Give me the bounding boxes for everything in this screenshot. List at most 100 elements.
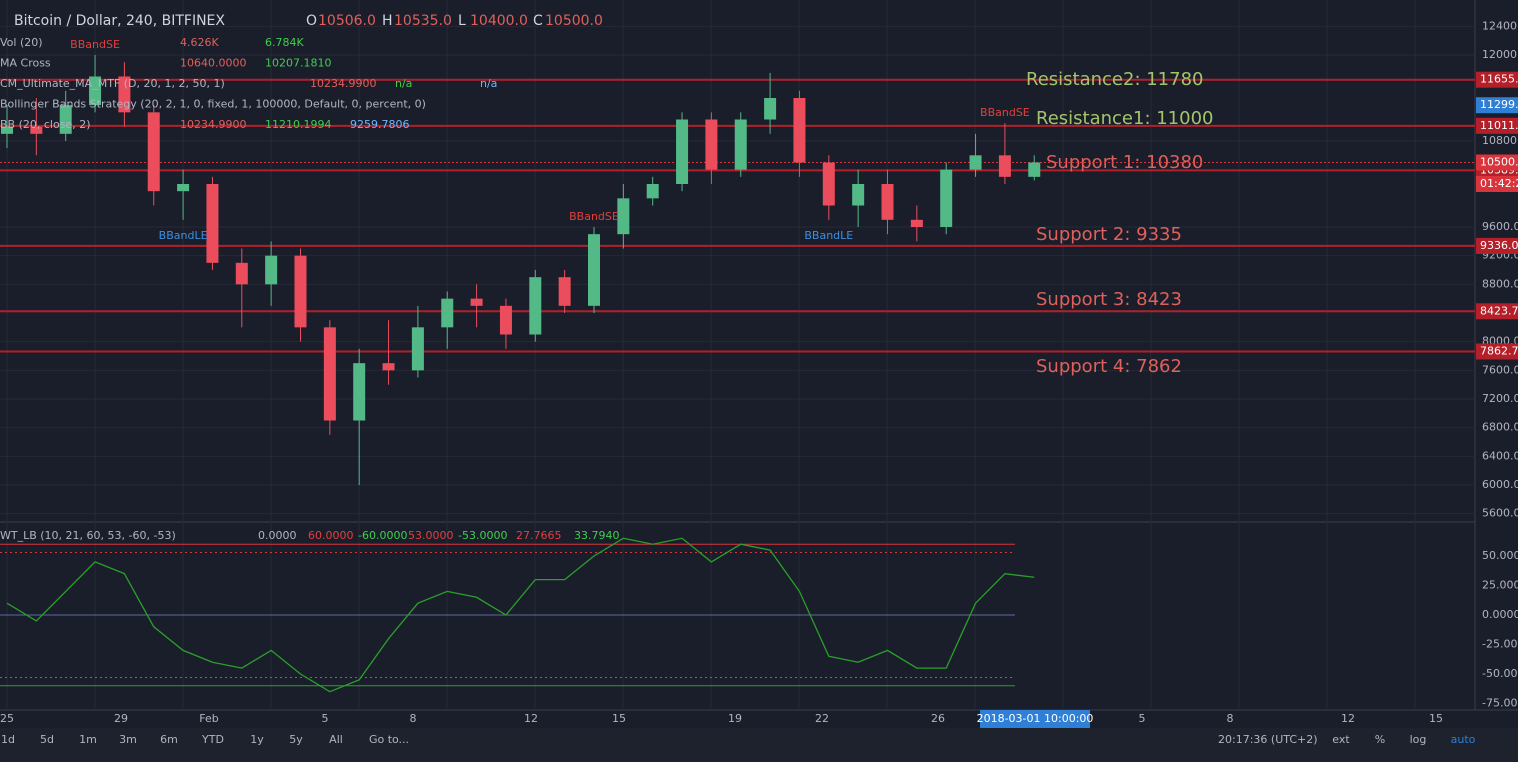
candle-body	[852, 184, 865, 206]
candle-body	[969, 155, 982, 170]
osc-readout: 0.0000	[258, 529, 297, 542]
price-tag	[1476, 303, 1518, 320]
indicator-name[interactable]: BB (20, close, 2)	[0, 118, 91, 131]
header-text: O	[306, 13, 317, 29]
price-tag	[1476, 237, 1518, 254]
price-tick-label: 6400.0	[1482, 449, 1518, 462]
candle-body	[617, 198, 630, 235]
time-label: 25	[0, 712, 14, 725]
candle-body	[940, 169, 953, 228]
indicator-name[interactable]: CM_Ultimate_MA_MTF (D, 20, 1, 2, 50, 1)	[0, 77, 225, 90]
osc-tick-label: -75.0000	[1482, 697, 1518, 710]
candle-body	[588, 234, 600, 306]
candle-body	[822, 162, 835, 206]
osc-tick-label: -25.0000	[1482, 638, 1518, 651]
bottom-toolbar	[0, 728, 1518, 762]
header-text: L	[458, 13, 466, 29]
option-button[interactable]: %	[1375, 733, 1385, 746]
header-text: Bitcoin / Dollar, 240, BITFINEX	[14, 13, 225, 29]
range-button[interactable]: 1m	[79, 733, 97, 746]
indicator-value: 6.784K	[265, 36, 304, 49]
candle-body	[1, 126, 13, 134]
price-tag-label: 11299.3	[1480, 98, 1518, 111]
range-button[interactable]: YTD	[201, 733, 224, 746]
range-button[interactable]: 5y	[289, 733, 303, 746]
price-tag-label: 8423.7	[1480, 304, 1518, 317]
indicator-value: 10234.9900	[310, 77, 376, 90]
option-button[interactable]: log	[1410, 733, 1427, 746]
price-tick-label: 9600.0	[1482, 220, 1518, 233]
candle-body	[529, 277, 542, 335]
osc-name[interactable]: WT_LB (10, 21, 60, 53, -60, -53)	[0, 529, 176, 542]
osc-readout: 60.0000	[308, 529, 354, 542]
header-text: C	[533, 13, 543, 29]
header-text: 10500.0	[545, 13, 603, 29]
time-label: 29	[114, 712, 128, 725]
time-label: 5	[322, 712, 329, 725]
level-note: Support 2: 9335	[1036, 224, 1182, 245]
range-button[interactable]: 1d	[1, 733, 15, 746]
time-label: 15	[612, 712, 626, 725]
candle-body	[235, 262, 248, 285]
candle-body	[470, 298, 483, 306]
signal-marker: BBandSE	[980, 106, 1030, 119]
price-tag	[1476, 343, 1518, 360]
option-button[interactable]: ext	[1332, 733, 1350, 746]
price-tag	[1476, 154, 1518, 171]
time-label: 8	[410, 712, 417, 725]
time-label: 22	[815, 712, 829, 725]
indicator-name[interactable]: Vol (20)	[0, 36, 43, 49]
osc-readout: -53.0000	[458, 529, 507, 542]
osc-tick-label: 0.0000	[1482, 608, 1518, 621]
indicator-name[interactable]: MA Cross	[0, 57, 51, 70]
range-button[interactable]: 6m	[160, 733, 178, 746]
option-button[interactable]: auto	[1451, 733, 1476, 746]
price-tag	[1476, 71, 1518, 88]
candle-body	[793, 98, 806, 163]
candle-body	[764, 98, 777, 120]
candle-body	[676, 119, 689, 185]
time-label: 15	[1429, 712, 1443, 725]
signal-marker: BBandSE	[569, 210, 619, 223]
osc-tick-label: 50.0000	[1482, 549, 1518, 562]
indicator-value: 10234.9900	[180, 118, 246, 131]
price-tick-label: 5600.0	[1482, 507, 1518, 520]
time-label: 12	[1341, 712, 1355, 725]
time-label: 12	[524, 712, 538, 725]
candle-body	[1028, 162, 1041, 177]
range-button[interactable]: 5d	[40, 733, 54, 746]
osc-readout: -60.0000	[358, 529, 407, 542]
indicator-name[interactable]: Bollinger Bands Strategy (20, 2, 1, 0, f…	[0, 98, 426, 111]
price-tick-label: 12400.0	[1482, 19, 1518, 32]
range-button[interactable]: Go to...	[369, 733, 409, 746]
header-text: 10506.0	[318, 13, 376, 29]
osc-readout: 33.7940	[574, 529, 620, 542]
price-tag-label: 9336.0	[1480, 239, 1518, 252]
candle-body	[705, 119, 718, 170]
price-tick-label: 6800.0	[1482, 421, 1518, 434]
time-label: 5	[1139, 712, 1146, 725]
indicator-value: 4.626K	[180, 36, 219, 49]
candle-body	[499, 305, 512, 335]
candle-body	[646, 184, 659, 199]
candle-body	[881, 184, 894, 220]
price-tick-label: 12000.0	[1482, 48, 1518, 61]
time-label: 19	[728, 712, 742, 725]
price-tag	[1476, 176, 1518, 193]
indicator-value: 10207.1810	[265, 57, 331, 70]
range-button[interactable]: 1y	[250, 733, 264, 746]
candle-body	[89, 76, 102, 106]
osc-tick-label: -50.0000	[1482, 667, 1518, 680]
candle-body	[147, 112, 160, 192]
osc-readout: 27.7665	[516, 529, 562, 542]
signal-marker: BBandLE	[159, 229, 208, 242]
price-tick-label: 8800.0	[1482, 277, 1518, 290]
range-button[interactable]: 3m	[119, 733, 137, 746]
indicator-value: 9259.7806	[350, 118, 410, 131]
candle-body	[411, 327, 424, 371]
price-tag-label: 10500.0	[1480, 156, 1518, 169]
candle-body	[558, 277, 571, 306]
range-button[interactable]: All	[329, 733, 343, 746]
